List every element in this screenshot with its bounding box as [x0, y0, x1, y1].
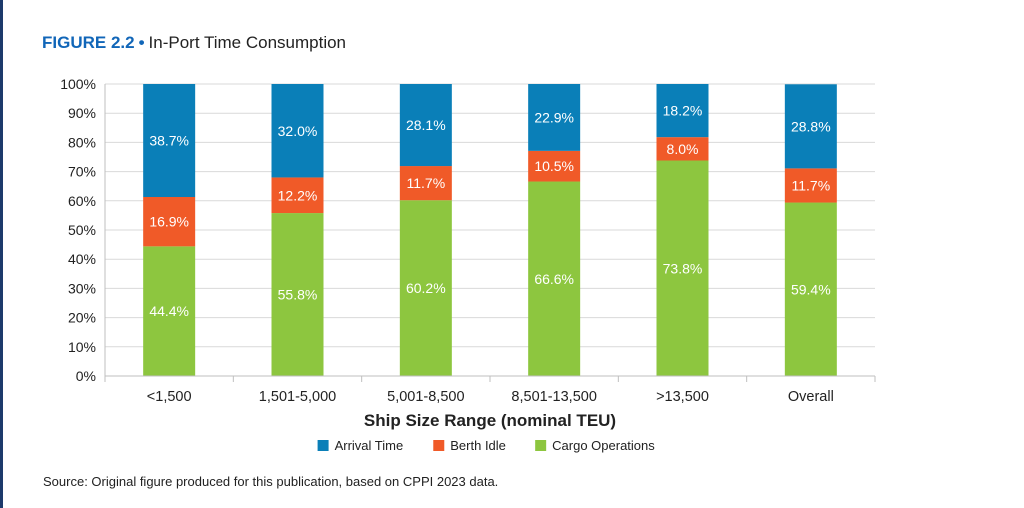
bar-arrival-time — [143, 84, 196, 198]
data-label-cargo-operations: 59.4% — [791, 281, 831, 297]
x-tick-label: 5,001-8,500 — [387, 389, 464, 405]
bar-berth-idle — [528, 150, 581, 182]
bar-berth-idle — [784, 168, 837, 203]
bar-cargo-operations — [656, 160, 709, 376]
y-tick-label: 50% — [68, 222, 96, 238]
data-label-arrival-time: 32.0% — [278, 123, 318, 139]
bar-berth-idle — [271, 177, 324, 214]
bar-cargo-operations — [271, 213, 324, 376]
bars: 44.4% 16.9% 38.7% 55.8% 12.2% 32.0% 60.2% 11.7%… — [143, 84, 837, 376]
legend-label-berth-idle: Berth Idle — [450, 438, 506, 453]
x-axis-title: Ship Size Range (nominal TEU) — [364, 411, 616, 430]
bar-arrival-time — [399, 84, 452, 167]
bar-cargo-operations — [399, 200, 452, 376]
data-label-arrival-time: 28.1% — [406, 117, 446, 133]
bar-cargo-operations — [528, 181, 581, 376]
figure-title-text: In-Port Time Consumption — [148, 33, 347, 52]
data-label-cargo-operations: 73.8% — [663, 260, 703, 276]
figure-title: FIGURE 2.2 • In-Port Time Consumption — [42, 33, 346, 53]
bar-berth-idle — [143, 197, 196, 247]
data-label-cargo-operations: 66.6% — [534, 271, 574, 287]
y-tick-label: 40% — [68, 251, 96, 267]
y-tick-label: 100% — [60, 76, 96, 92]
source-note: Source: Original figure produced for thi… — [43, 474, 499, 489]
bar-arrival-time — [656, 84, 709, 138]
figure-label: FIGURE 2.2 — [42, 33, 135, 52]
data-label-berth-idle: 10.5% — [534, 158, 574, 174]
y-tick-label: 10% — [68, 339, 96, 355]
left-edge-rule — [0, 0, 3, 508]
bar-arrival-time — [784, 84, 837, 169]
data-label-berth-idle: 11.7% — [406, 175, 445, 191]
x-tick-label: <1,500 — [147, 389, 192, 405]
legend-swatch-berth-idle — [433, 440, 445, 451]
data-label-arrival-time: 38.7% — [149, 133, 189, 149]
data-label-cargo-operations: 55.8% — [278, 287, 318, 303]
data-label-berth-idle: 16.9% — [149, 214, 189, 230]
data-label-arrival-time: 28.8% — [791, 118, 831, 134]
legend: Arrival Time Berth Idle Cargo Operations — [317, 438, 655, 453]
chart-container: 44.4% 16.9% 38.7% 55.8% 12.2% 32.0% 60.2% 11.7%… — [60, 76, 876, 453]
gridlines — [105, 83, 875, 348]
y-tick-label: 70% — [68, 164, 96, 180]
x-tick-label: Overall — [788, 389, 834, 405]
title-separator: • — [138, 33, 145, 52]
legend-label-arrival-time: Arrival Time — [335, 438, 404, 453]
y-tick-label: 60% — [68, 193, 96, 209]
legend-swatch-cargo-operations — [535, 440, 547, 451]
data-label-arrival-time: 22.9% — [534, 109, 574, 125]
data-label-cargo-operations: 44.4% — [149, 303, 189, 319]
axes: 0% 10% 20% 30% 40% 50% 60% 70% 80% 90% 100% <1,500 1… — [60, 76, 876, 430]
y-tick-label: 80% — [68, 134, 96, 150]
y-tick-label: 0% — [76, 368, 96, 384]
bar-cargo-operations — [143, 246, 196, 376]
legend-label-cargo-operations: Cargo Operations — [552, 438, 655, 453]
x-tick-label: >13,500 — [656, 389, 709, 405]
data-label-arrival-time: 18.2% — [663, 103, 703, 119]
data-label-berth-idle: 8.0% — [667, 141, 699, 157]
bar-arrival-time — [528, 84, 581, 151]
x-tick-label: 1,501-5,000 — [259, 389, 336, 405]
data-label-berth-idle: 11.7% — [791, 178, 830, 194]
stacked-bar-chart: 44.4% 16.9% 38.7% 55.8% 12.2% 32.0% 60.2% 11.7%… — [60, 76, 876, 453]
legend-swatch-arrival-time — [317, 440, 329, 451]
data-label-berth-idle: 12.2% — [278, 187, 318, 203]
bar-berth-idle — [399, 166, 452, 201]
bar-arrival-time — [271, 84, 324, 178]
y-tick-label: 20% — [68, 310, 96, 326]
bar-berth-idle — [656, 137, 709, 161]
data-label-cargo-operations: 60.2% — [406, 280, 446, 296]
bar-cargo-operations — [784, 202, 837, 376]
y-tick-label: 90% — [68, 105, 96, 121]
y-tick-label: 30% — [68, 280, 96, 296]
x-tick-label: 8,501-13,500 — [511, 389, 596, 405]
